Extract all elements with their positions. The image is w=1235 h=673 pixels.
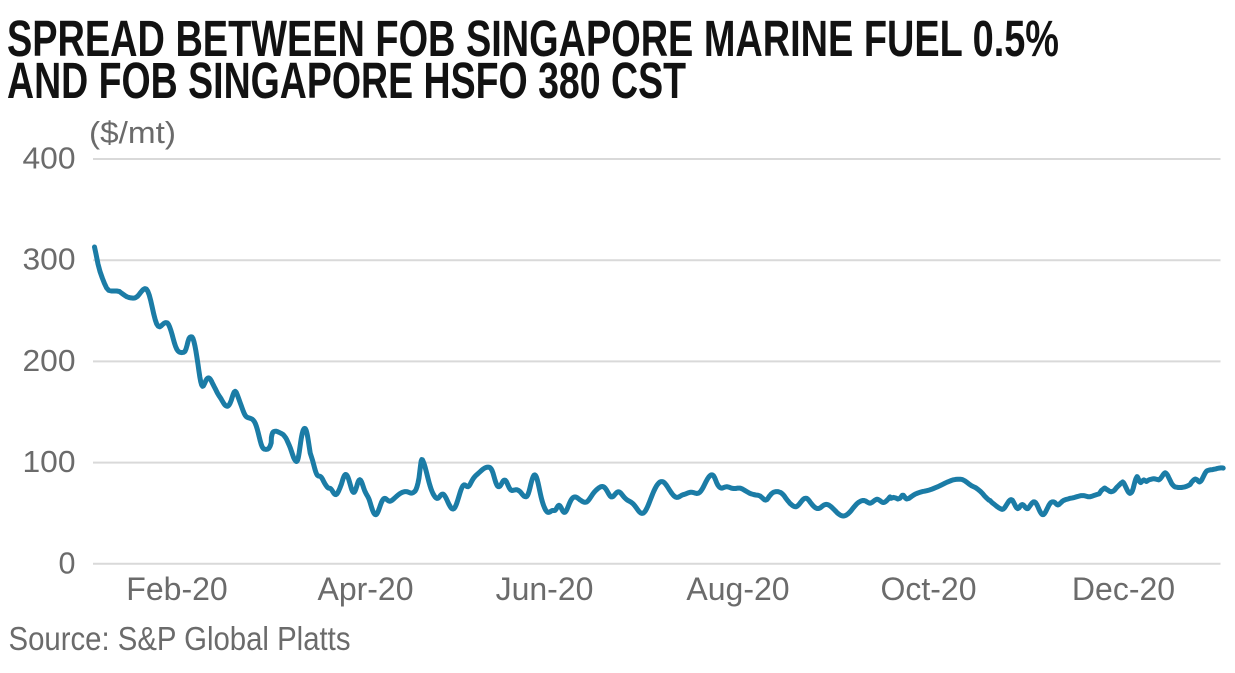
svg-text:($/mt): ($/mt) bbox=[89, 115, 176, 150]
svg-text:AND FOB SINGAPORE HSFO 380 CST: AND FOB SINGAPORE HSFO 380 CST bbox=[7, 52, 686, 109]
svg-text:Aug-20: Aug-20 bbox=[686, 571, 789, 607]
svg-text:Source: S&P Global Platts: Source: S&P Global Platts bbox=[9, 621, 351, 658]
svg-text:Jun-20: Jun-20 bbox=[496, 571, 594, 607]
svg-text:300: 300 bbox=[23, 243, 76, 277]
svg-text:Feb-20: Feb-20 bbox=[126, 571, 227, 607]
svg-text:Oct-20: Oct-20 bbox=[880, 571, 976, 607]
svg-text:400: 400 bbox=[23, 142, 76, 176]
svg-text:0: 0 bbox=[59, 546, 76, 580]
svg-text:Apr-20: Apr-20 bbox=[317, 571, 413, 607]
svg-text:100: 100 bbox=[23, 445, 76, 479]
svg-text:200: 200 bbox=[23, 344, 76, 378]
svg-text:SPREAD BETWEEN FOB SINGAPORE M: SPREAD BETWEEN FOB SINGAPORE MARINE FUEL… bbox=[7, 10, 1059, 67]
svg-text:Dec-20: Dec-20 bbox=[1072, 571, 1175, 607]
